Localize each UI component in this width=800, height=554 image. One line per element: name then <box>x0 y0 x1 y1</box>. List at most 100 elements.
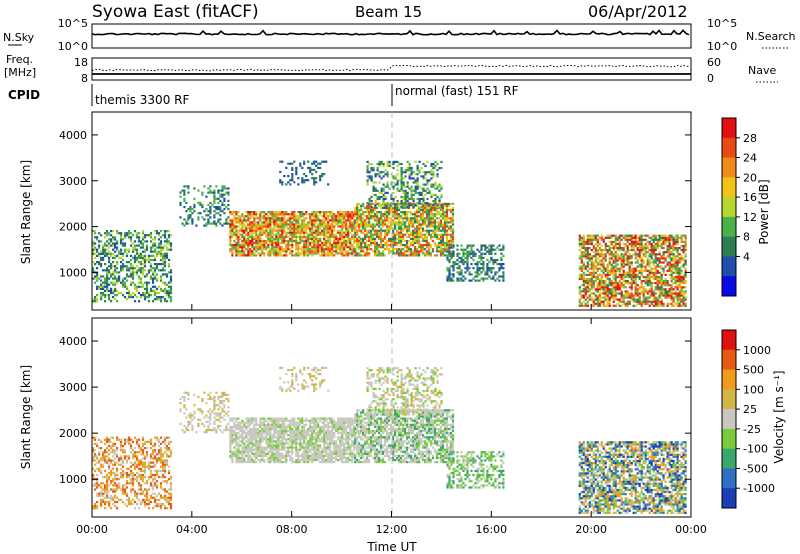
echo-cell <box>408 204 411 207</box>
echo-cell <box>466 261 469 264</box>
echo-cell <box>634 267 637 270</box>
echo-cell <box>92 230 95 233</box>
echo-cell <box>618 238 621 241</box>
echo-cell <box>305 179 308 182</box>
echo-cell <box>239 229 242 232</box>
echo-cell <box>366 231 369 234</box>
echo-cell <box>382 200 385 203</box>
echo-cell <box>640 242 643 246</box>
echo-cell <box>360 206 363 210</box>
echo-cell <box>311 241 314 245</box>
echo-cell <box>251 225 254 228</box>
echo-cell <box>380 206 383 210</box>
echo-cell <box>275 217 278 220</box>
echo-cell <box>133 244 137 247</box>
echo-cell <box>660 282 663 285</box>
echo-cell <box>410 191 413 194</box>
echo-cell <box>426 171 429 174</box>
echo-cell <box>343 217 346 220</box>
echo-cell <box>431 235 435 238</box>
echo-cell <box>630 273 633 276</box>
echo-cell <box>668 273 671 276</box>
echo-cell <box>582 304 585 307</box>
echo-cell <box>94 505 97 508</box>
echo-cell <box>231 252 234 255</box>
echo-cell <box>269 221 272 224</box>
echo-cell <box>412 237 415 240</box>
echo-cell <box>267 221 270 224</box>
echo-cell <box>337 217 340 220</box>
echo-cell <box>496 277 499 280</box>
echo-cell <box>412 229 415 232</box>
echo-cell <box>416 231 419 234</box>
echo-cell <box>329 250 332 253</box>
echo-cell <box>100 275 103 278</box>
echo-cell <box>255 239 258 243</box>
echo-cell <box>620 234 623 237</box>
echo-cell <box>588 242 591 246</box>
echo-cell <box>104 248 107 251</box>
echo-cell <box>476 267 479 270</box>
echo-cell <box>424 164 427 168</box>
echo-cell <box>366 171 369 174</box>
echo-cell <box>620 263 623 266</box>
echo-cell <box>612 267 615 270</box>
echo-cell <box>267 227 270 230</box>
echo-cell <box>141 256 145 259</box>
echo-cell <box>592 261 595 264</box>
echo-cell <box>682 286 685 289</box>
echo-cell <box>662 251 665 254</box>
echo-cell <box>207 203 210 207</box>
echo-cell <box>106 267 109 270</box>
echo-cell <box>608 280 611 283</box>
echo-cell <box>618 286 621 289</box>
echo-cell <box>370 237 373 240</box>
echo-cell <box>303 160 306 163</box>
echo-cell <box>370 213 373 216</box>
echo-cell <box>612 271 615 274</box>
echo-cell <box>313 183 316 186</box>
echo-cell <box>498 263 501 266</box>
echo-cell <box>293 217 296 220</box>
echo-cell <box>233 215 236 218</box>
echo-cell <box>482 263 485 266</box>
echo-cell <box>394 208 397 212</box>
echo-cell <box>351 225 354 228</box>
echo-cell <box>446 258 449 262</box>
echo-cell <box>372 233 375 236</box>
echo-cell <box>433 244 437 247</box>
echo-cell <box>329 235 332 238</box>
echo-cell <box>245 211 248 214</box>
echo-cell <box>343 237 346 240</box>
echo-cell <box>347 235 350 238</box>
echo-cell <box>412 233 415 236</box>
echo-cell <box>380 229 383 232</box>
echo-cell <box>622 242 625 246</box>
echo-cell <box>185 220 188 223</box>
echo-cell <box>335 250 338 253</box>
echo-cell <box>584 273 587 276</box>
echo-cell <box>684 253 687 256</box>
echo-cell <box>102 287 105 290</box>
echo-cell <box>656 253 659 256</box>
echo-cell <box>271 213 274 216</box>
echo-cell <box>406 241 409 245</box>
echo-cell <box>267 217 270 220</box>
echo-cell <box>219 208 222 211</box>
echo-cell <box>437 213 441 216</box>
echo-cell <box>291 239 294 243</box>
echo-cell <box>153 294 157 297</box>
echo-cell <box>245 219 248 222</box>
echo-cell <box>251 229 254 232</box>
echo-cell <box>121 263 125 266</box>
echo-cell <box>118 279 121 282</box>
echo-cell <box>110 234 113 237</box>
echo-cell <box>289 217 292 220</box>
echo-cell <box>602 255 605 258</box>
echo-cell <box>642 294 645 297</box>
echo-cell <box>297 229 300 232</box>
echo-cell <box>422 183 425 186</box>
echo-cell <box>382 223 385 226</box>
echo-cell <box>263 213 266 216</box>
